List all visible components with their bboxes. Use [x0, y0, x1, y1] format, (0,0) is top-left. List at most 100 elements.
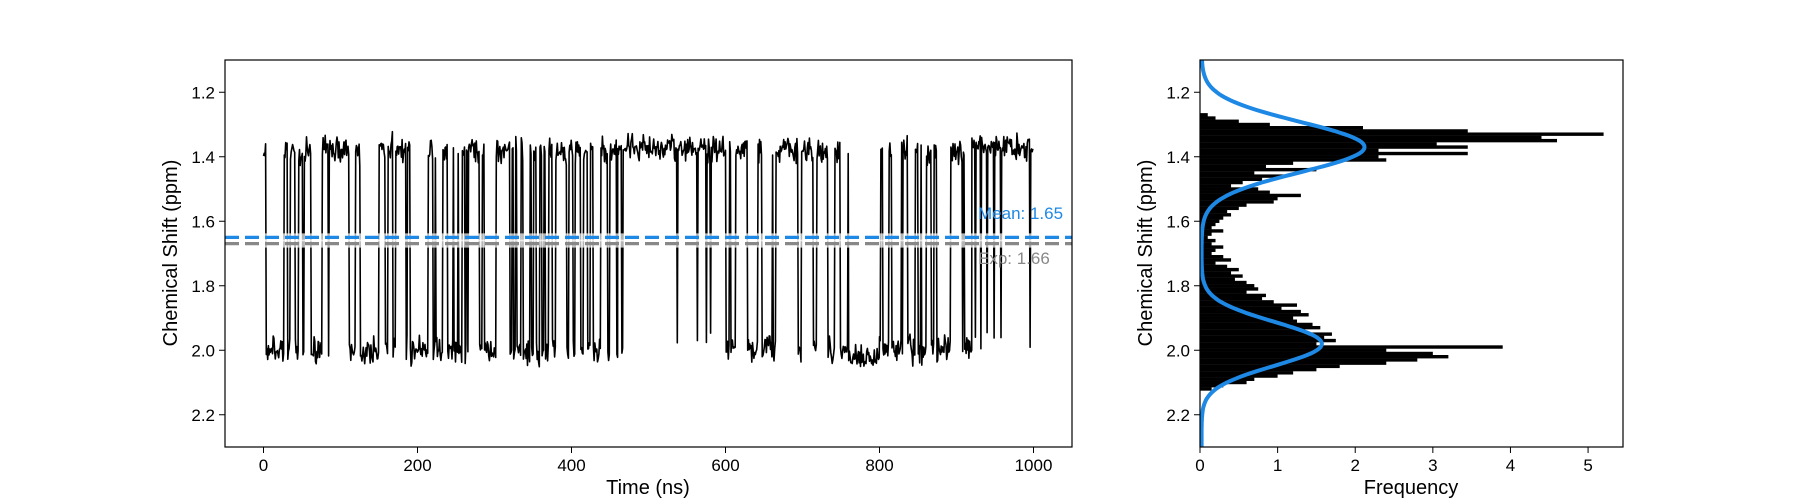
histogram-bar [1200, 126, 1363, 130]
histogram-bar [1200, 242, 1212, 246]
histogram-bar [1200, 203, 1247, 207]
histogram-bar [1200, 206, 1239, 211]
histogram-bar [1200, 155, 1379, 159]
time-series-line-group [262, 130, 1034, 368]
right-x-axis-label: Frequency [1364, 477, 1459, 499]
histogram-bar [1200, 345, 1503, 349]
histogram-bar [1200, 329, 1305, 333]
histogram-bar [1200, 116, 1216, 120]
histogram-bar [1200, 145, 1468, 149]
reference-lines: Mean: 1.65 Exp: 1.66 [225, 204, 1072, 268]
histogram-bar [1200, 361, 1387, 365]
histogram-bar [1200, 258, 1232, 262]
x-tick-label: 0 [259, 456, 268, 475]
histogram-bar [1200, 309, 1301, 314]
histogram-bar [1200, 280, 1247, 285]
y-tick-label: 1.8 [191, 277, 215, 296]
histogram-bar [1200, 222, 1216, 227]
histogram-bar [1200, 196, 1278, 201]
histogram-bars [1200, 113, 1604, 391]
histogram-bar [1200, 209, 1228, 214]
histogram-bar [1200, 113, 1208, 117]
histogram-bar [1200, 219, 1220, 223]
y-tick-label: 1.4 [1166, 148, 1190, 167]
histogram-bar [1200, 142, 1437, 146]
histogram-bar [1200, 296, 1263, 301]
histogram-bar [1200, 135, 1542, 140]
histogram-bar [1200, 158, 1387, 162]
histogram-bar [1200, 387, 1212, 391]
left-y-axis-label: Chemical Shift (ppm) [160, 160, 182, 347]
x-tick-label: 2 [1350, 456, 1359, 475]
histogram-bar [1200, 322, 1313, 327]
histogram-bar [1200, 335, 1325, 340]
histogram-bar [1200, 316, 1294, 320]
y-tick-label: 2.2 [191, 406, 215, 425]
histogram-bar [1200, 332, 1332, 336]
histogram-bar [1200, 261, 1216, 265]
histogram-bar [1200, 174, 1286, 178]
x-tick-label: 5 [1583, 456, 1592, 475]
histogram-bar [1200, 338, 1336, 343]
fit-curve-group [1199, 59, 1367, 447]
histogram-bar [1200, 248, 1216, 252]
histogram-bar [1200, 255, 1224, 259]
histogram-bar [1200, 232, 1212, 236]
histogram-bar [1200, 151, 1468, 156]
histogram-bar [1200, 342, 1317, 346]
y-tick-label: 1.2 [191, 83, 215, 102]
left-axes-frame [224, 59, 1073, 448]
x-tick-label: 400 [557, 456, 585, 475]
histogram-bar [1200, 164, 1266, 169]
histogram-bar [1200, 226, 1212, 230]
y-tick-label: 2.0 [1166, 341, 1190, 360]
histogram-bar [1200, 384, 1224, 388]
y-tick-label: 1.6 [191, 212, 215, 231]
right-y-axis-label: Chemical Shift (ppm) [1135, 160, 1157, 347]
left-x-axis-label: Time (ns) [606, 477, 690, 499]
exp-label: Exp: 1.66 [978, 249, 1050, 268]
histogram-bar [1200, 132, 1604, 136]
histogram-bar [1200, 180, 1243, 185]
y-tick-label: 1.6 [1166, 212, 1190, 231]
histogram-bar [1200, 193, 1301, 198]
y-tick-label: 2.2 [1166, 406, 1190, 425]
fit-curve [1199, 59, 1367, 447]
right-axes-frame [1199, 59, 1624, 448]
histogram-bar [1200, 271, 1232, 275]
histogram-bar [1200, 290, 1247, 294]
histogram-bar [1200, 284, 1255, 288]
x-tick-label: 4 [1506, 456, 1515, 475]
histogram-bar [1200, 264, 1228, 269]
histogram-bar [1200, 238, 1216, 243]
histogram-bar [1200, 306, 1282, 311]
histogram-bar [1200, 122, 1270, 127]
histogram-bar [1200, 277, 1235, 282]
left-axis-ticks: 0 200 400 600 800 1000 1.2 1.4 1.6 1.8 2.0 2.2 [191, 83, 1052, 475]
histogram-bar [1200, 177, 1263, 182]
histogram-bar [1200, 293, 1266, 298]
x-tick-label: 200 [403, 456, 431, 475]
histogram-bar [1200, 251, 1212, 256]
histogram-bar [1200, 119, 1239, 123]
histogram-bar [1200, 348, 1387, 352]
x-tick-label: 800 [865, 456, 893, 475]
histogram-bar [1200, 216, 1224, 220]
y-tick-label: 2.0 [191, 341, 215, 360]
right-axis-ticks: 0 1 2 3 4 5 1.2 1.4 1.6 1.8 2.0 2.2 [1166, 83, 1592, 475]
histogram-bar [1200, 184, 1232, 188]
histogram-bar [1200, 300, 1274, 304]
histogram-bar [1200, 187, 1259, 191]
histogram-bar [1200, 213, 1232, 217]
histogram-bar [1200, 200, 1274, 204]
histogram-bar [1200, 358, 1418, 362]
histogram-bar [1200, 274, 1243, 278]
x-tick-label: 600 [711, 456, 739, 475]
histogram-panel: 0 1 2 3 4 5 1.2 1.4 1.6 1.8 2.0 2.2 Frequency Chemi… [1135, 59, 1624, 499]
time-series-panel: 0 200 400 600 800 1000 1.2 1.4 1.6 1.8 2.0 2.2 Mean… [160, 59, 1073, 499]
histogram-bar [1200, 319, 1298, 323]
y-tick-label: 1.4 [191, 148, 215, 167]
histogram-bar [1200, 303, 1298, 307]
histogram-bar [1200, 171, 1255, 175]
